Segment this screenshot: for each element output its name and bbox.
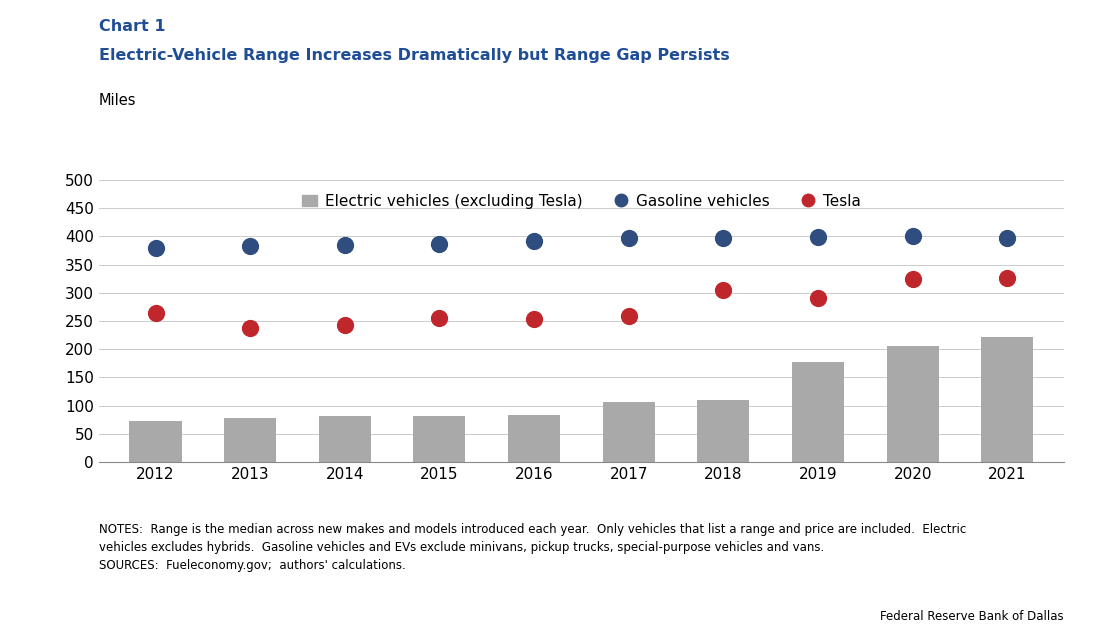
Text: Miles: Miles	[99, 93, 136, 108]
Point	[241, 323, 259, 333]
Point	[810, 232, 827, 243]
Text: Federal Reserve Bank of Dallas: Federal Reserve Bank of Dallas	[881, 610, 1064, 623]
Bar	[508, 415, 561, 462]
Point	[904, 231, 921, 241]
Point	[431, 313, 449, 324]
Point	[714, 233, 732, 243]
Bar	[698, 399, 749, 462]
Point	[336, 320, 353, 330]
Point	[998, 233, 1016, 243]
Bar	[602, 402, 655, 462]
Bar	[414, 416, 465, 462]
Bar	[224, 418, 276, 462]
Text: NOTES:  Range is the median across new makes and models introduced each year.  O: NOTES: Range is the median across new ma…	[99, 523, 966, 572]
Text: Electric-Vehicle Range Increases Dramatically but Range Gap Persists: Electric-Vehicle Range Increases Dramati…	[99, 48, 730, 63]
Point	[525, 236, 543, 247]
Legend: Electric vehicles (excluding Tesla), Gasoline vehicles, Tesla: Electric vehicles (excluding Tesla), Gas…	[296, 187, 867, 214]
Bar	[792, 361, 844, 462]
Point	[620, 311, 637, 321]
Point	[147, 308, 165, 318]
Point	[714, 285, 732, 295]
Point	[998, 273, 1016, 283]
Point	[525, 313, 543, 324]
Bar	[319, 416, 371, 462]
Point	[147, 243, 165, 253]
Bar	[982, 337, 1033, 462]
Point	[431, 239, 449, 249]
Bar	[886, 347, 939, 462]
Point	[620, 233, 637, 243]
Point	[904, 273, 921, 284]
Point	[241, 241, 259, 251]
Text: Chart 1: Chart 1	[99, 19, 166, 34]
Point	[336, 239, 353, 250]
Point	[810, 293, 827, 304]
Bar	[129, 421, 181, 462]
